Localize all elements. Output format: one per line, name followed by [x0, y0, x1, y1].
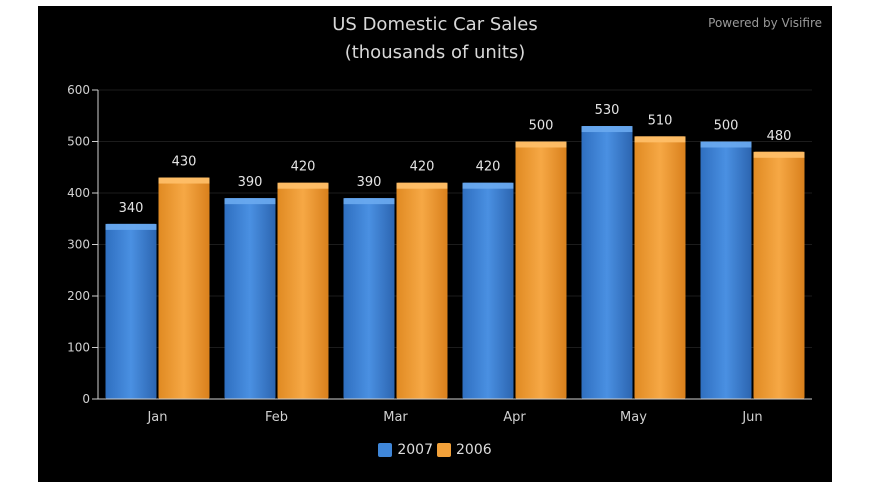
x-tick-label: May — [620, 410, 647, 425]
bar-2007-Feb — [224, 198, 276, 399]
x-tick-label: Jun — [741, 410, 762, 425]
chart-subtitle: (thousands of units) — [344, 42, 526, 63]
data-label: 420 — [476, 160, 501, 175]
legend-label-2006: 2006 — [456, 442, 492, 458]
chart-frame: US Domestic Car Sales (thousands of unit… — [38, 6, 832, 482]
bar-top-highlight — [634, 136, 686, 143]
bar-2007-Apr — [462, 182, 514, 399]
data-label: 390 — [238, 175, 263, 190]
legend-item-2006[interactable]: 2006 — [437, 442, 492, 458]
data-label: 340 — [119, 201, 144, 216]
chart-legend: 2007 2006 — [38, 442, 832, 458]
data-label: 510 — [648, 113, 673, 128]
bar-top-highlight — [224, 198, 276, 205]
bar-top-highlight — [343, 198, 395, 205]
bar-top-highlight — [581, 126, 633, 133]
bar-2006-Jun — [753, 151, 805, 399]
y-tick-label: 200 — [67, 289, 90, 303]
bar-top-highlight — [158, 177, 210, 184]
x-tick-label: Mar — [383, 410, 408, 425]
bar-2007-May — [581, 126, 633, 400]
legend-swatch-2006 — [437, 443, 451, 457]
legend-label-2007: 2007 — [397, 442, 433, 458]
x-tick-label: Jan — [146, 410, 167, 425]
bar-2007-Jun — [700, 141, 752, 399]
bar-2007-Jan — [105, 223, 157, 399]
bar-2006-Feb — [277, 182, 329, 399]
bar-top-highlight — [105, 223, 157, 230]
data-label: 480 — [767, 129, 792, 144]
bar-top-highlight — [462, 182, 514, 189]
chart-title: US Domestic Car Sales — [332, 14, 538, 35]
data-label: 530 — [595, 103, 620, 118]
x-tick-label: Apr — [503, 410, 526, 425]
bar-top-highlight — [700, 141, 752, 148]
bar-chart: 0 100 200 300 400 500 600 340 430 Jan 390 420 Feb 390… — [67, 83, 812, 425]
bar-top-highlight — [277, 182, 329, 189]
data-label: 500 — [714, 119, 739, 134]
data-label: 390 — [357, 175, 382, 190]
data-label: 420 — [410, 160, 435, 175]
legend-swatch-2007 — [378, 443, 393, 457]
legend-item-2007[interactable]: 2007 — [378, 442, 433, 458]
bar-top-highlight — [515, 141, 567, 148]
bar-2006-Apr — [515, 141, 567, 399]
bar-top-highlight — [396, 182, 448, 189]
bar-2006-May — [634, 136, 686, 399]
y-tick-label: 500 — [67, 135, 90, 149]
bar-top-highlight — [753, 151, 805, 158]
data-label: 430 — [172, 155, 197, 170]
bar-2006-Mar — [396, 182, 448, 399]
data-label: 420 — [291, 160, 316, 175]
y-tick-label: 300 — [67, 238, 90, 252]
x-tick-label: Feb — [265, 410, 288, 425]
y-tick-label: 0 — [82, 392, 90, 406]
y-tick-label: 400 — [67, 186, 90, 200]
powered-by-label: Powered by Visifire — [708, 16, 822, 30]
y-tick-label: 600 — [67, 83, 90, 97]
bar-2007-Mar — [343, 198, 395, 399]
bar-2006-Jan — [158, 177, 210, 399]
data-label: 500 — [529, 119, 554, 134]
y-tick-label: 100 — [67, 341, 90, 355]
